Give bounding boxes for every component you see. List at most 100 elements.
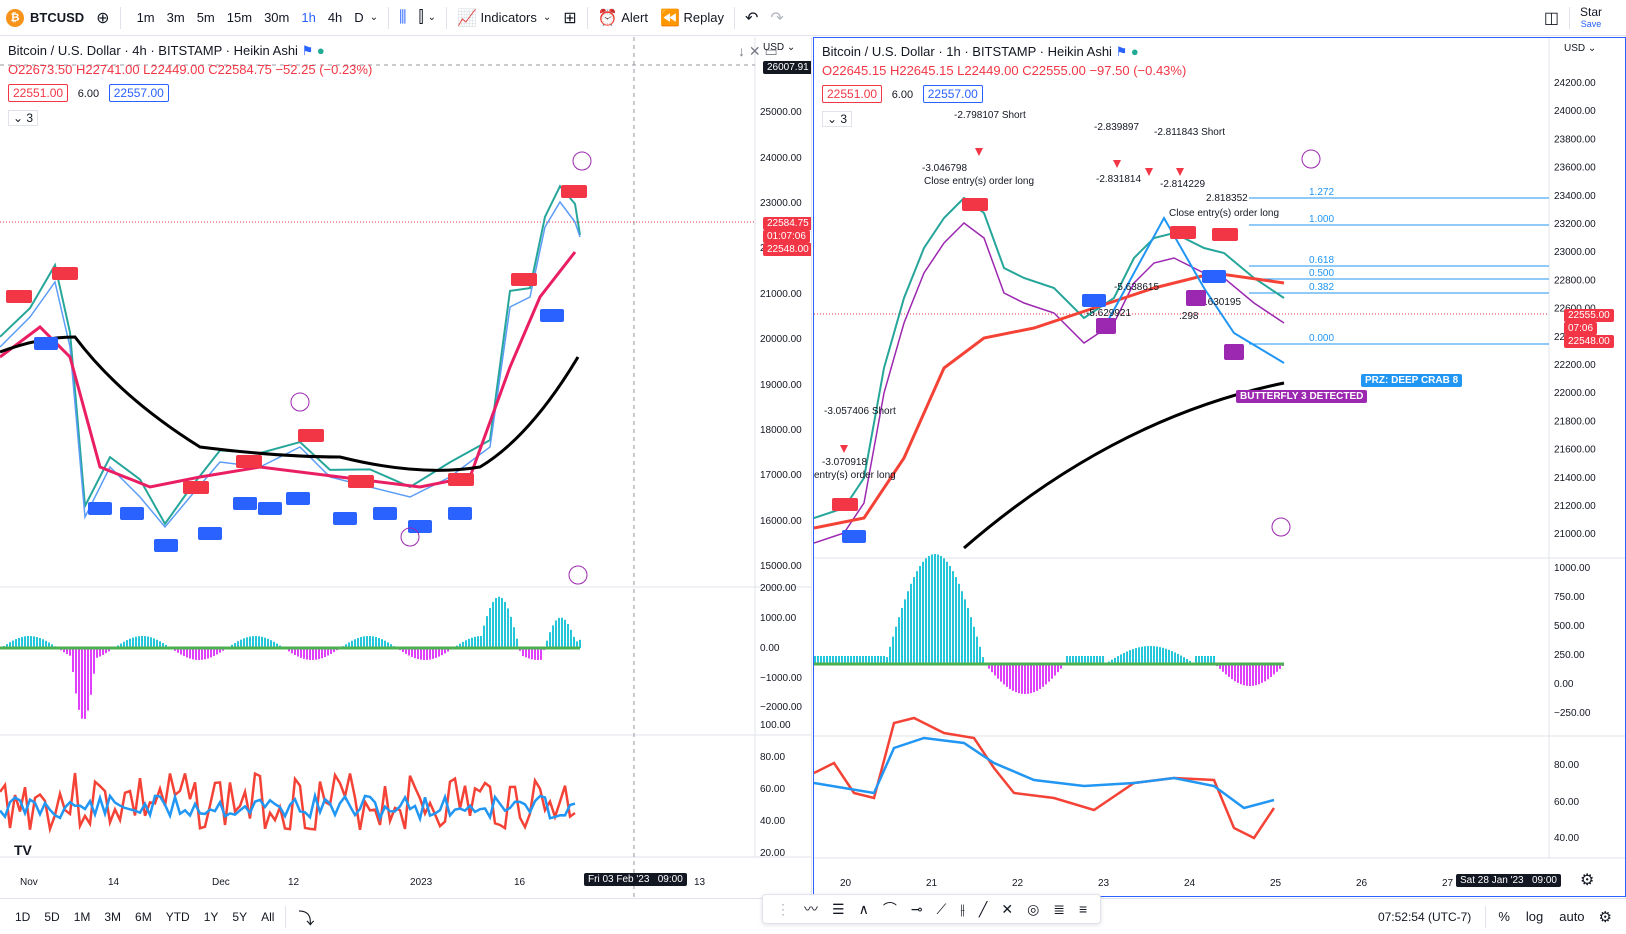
range-3m[interactable]: 3M — [104, 909, 122, 924]
range-1y[interactable]: 1Y — [203, 909, 219, 924]
tradingview-logo-icon[interactable]: TV — [14, 842, 32, 858]
range-1d[interactable]: 1D — [15, 909, 31, 924]
histogram-bar — [573, 636, 575, 648]
histogram-bar — [33, 636, 35, 648]
histogram-bar — [132, 637, 134, 648]
settings-gear-icon[interactable]: ⚙ — [1580, 872, 1595, 889]
lines-icon[interactable]: ☰ — [832, 900, 845, 917]
divider — [119, 6, 121, 29]
redo-button[interactable]: ↷ — [764, 0, 789, 36]
timeframe-4h[interactable]: 4h — [327, 10, 343, 25]
range-6m[interactable]: 6M — [135, 909, 152, 924]
right-chart-canvas[interactable]: 24200.0024000.0023800.0023600.0023400.00… — [814, 38, 1625, 896]
histogram-bar — [1237, 664, 1239, 683]
timeframe-1h[interactable]: 1h — [301, 10, 316, 25]
range-ytd[interactable]: YTD — [165, 909, 190, 924]
replay-button[interactable]: ⏪ Replay — [654, 0, 730, 36]
histogram-bar — [255, 636, 257, 648]
chart-title[interactable]: Bitcoin / U.S. Dollar · 4h · BITSTAMP · … — [8, 43, 298, 58]
right-chart-pane[interactable]: 24200.00 24000.00 23800.00 23600.00 23400.00… — [813, 37, 1626, 897]
histogram-bar — [1180, 655, 1182, 664]
range-5d[interactable]: 5D — [44, 909, 60, 924]
chart-type-button[interactable]: ⫿ ⌄ — [412, 0, 442, 36]
histogram-bar — [45, 640, 47, 648]
maximize-icon[interactable]: ▭ — [764, 43, 778, 59]
settings-gear-icon[interactable]: ⚙ — [1598, 908, 1612, 926]
bid-price[interactable]: 22551.00 — [8, 84, 69, 102]
close-icon[interactable]: ✕ — [748, 43, 761, 59]
timeframe-15m[interactable]: 15m — [226, 10, 253, 25]
bar-style-button[interactable]: ⫼ — [393, 0, 412, 36]
lightning-icon[interactable] — [1271, 517, 1291, 537]
time-axis-label: 2023 — [410, 877, 433, 888]
bid-price[interactable]: 22551.00 — [822, 85, 883, 103]
left-chart-pane[interactable]: 25000.0024000.0023000.0022000.0021000.00… — [0, 37, 812, 897]
abc-icon[interactable]: ∧ — [858, 900, 869, 917]
clock-label[interactable]: 07:52:54 (UTC-7) — [1377, 909, 1472, 924]
fib-channel-icon[interactable]: ≡ — [1079, 901, 1088, 917]
cycle-icon[interactable]: ◎ — [1027, 900, 1040, 917]
symbol-search[interactable]: ₿ BTCUSD — [0, 0, 90, 36]
rsi-axis-label: 80.00 — [1554, 760, 1579, 771]
buy-signal-badge — [842, 530, 866, 543]
histogram-bar — [21, 636, 23, 648]
layouts-button[interactable]: ⊞ — [557, 0, 582, 36]
indicators-collapse[interactable]: ⌄ 3 — [8, 110, 39, 126]
drag-handle-icon[interactable]: ⋮ — [776, 900, 790, 917]
currency-select[interactable]: USD ⌄ — [763, 42, 796, 53]
timeframe-1m[interactable]: 1m — [136, 10, 155, 25]
split-layout-icon: ◫ — [1543, 9, 1559, 27]
auto-toggle[interactable]: auto — [1559, 909, 1585, 924]
timeframe-5m[interactable]: 5m — [196, 10, 215, 25]
indicators-button[interactable]: 📈 Indicators ⌄ — [451, 0, 557, 36]
down-arrow-marker — [1176, 168, 1184, 176]
arrow-down-icon[interactable]: ↓ — [738, 43, 745, 59]
pattern-icon[interactable]: ✕ — [1001, 900, 1014, 917]
pitchfork-icon[interactable]: ⫲ — [960, 900, 965, 917]
chevron-down-icon[interactable]: ⌄ — [369, 12, 379, 23]
histogram-bar — [1138, 647, 1140, 664]
chart-title[interactable]: Bitcoin / U.S. Dollar · 1h · BITSTAMP · … — [822, 44, 1112, 59]
range-all[interactable]: All — [261, 909, 275, 924]
range-5y[interactable]: 5Y — [232, 909, 248, 924]
histogram-bar — [324, 648, 326, 658]
timeframe-3m[interactable]: 3m — [166, 10, 185, 25]
lightning-icon[interactable] — [568, 565, 588, 585]
range-1m[interactable]: 1M — [73, 909, 91, 924]
save-button[interactable]: Star Save — [1574, 0, 1626, 36]
goto-date-icon[interactable]: ⤵ — [298, 910, 315, 928]
histogram-bar — [841, 656, 843, 664]
timeframe-30m[interactable]: 30m — [264, 10, 290, 25]
trend-line-icon[interactable]: ⟋ — [936, 900, 947, 917]
histogram-bar — [363, 636, 365, 648]
currency-select[interactable]: USD ⌄ — [1564, 43, 1597, 54]
alert-button[interactable]: ⏰ Alert — [592, 0, 654, 36]
percent-toggle[interactable]: % — [1498, 909, 1510, 924]
histogram-bar — [15, 639, 17, 648]
ask-price[interactable]: 22557.00 — [108, 84, 169, 102]
histogram-bar — [1153, 646, 1155, 664]
timeframe-D[interactable]: D — [354, 10, 364, 25]
indicators-collapse[interactable]: ⌄ 3 — [822, 111, 853, 127]
layout-split-button[interactable]: ◫ — [1538, 0, 1565, 36]
curve-icon[interactable]: ⌒ — [882, 901, 897, 917]
ask-price[interactable]: 22557.00 — [922, 85, 983, 103]
histogram-bar — [240, 639, 242, 648]
compare-button[interactable]: ⊕ — [90, 0, 115, 36]
undo-button[interactable]: ↶ — [739, 0, 764, 36]
fib-icon[interactable]: ≣ — [1053, 900, 1066, 917]
histogram-bar — [384, 640, 386, 648]
horizontal-ray-icon[interactable]: ⊸ — [910, 900, 923, 917]
strategy-annotation: -3.046798 — [922, 163, 967, 174]
zigzag-icon[interactable]: 〰 — [804, 901, 818, 917]
histogram-bar — [1222, 664, 1224, 672]
histogram-bar — [970, 617, 972, 664]
histogram-bar — [522, 648, 524, 656]
left-chart-canvas[interactable]: 25000.0024000.0023000.0022000.0021000.00… — [0, 37, 812, 897]
histogram-bar — [288, 648, 290, 652]
line-icon[interactable]: ╱ — [978, 900, 988, 917]
log-toggle[interactable]: log — [1525, 909, 1544, 924]
histogram-bar — [814, 656, 816, 664]
bid-ask: 22551.00 6.00 22557.00 — [822, 85, 983, 103]
time-axis-label: 23 — [1098, 878, 1110, 889]
